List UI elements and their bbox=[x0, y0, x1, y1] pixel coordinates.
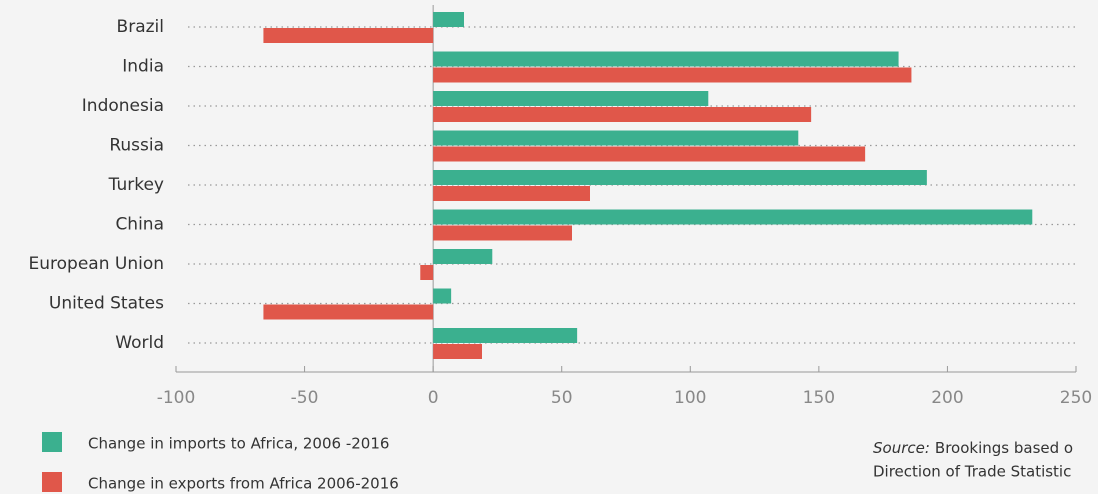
x-tick-label: 150 bbox=[803, 388, 835, 408]
category-label: Turkey bbox=[108, 175, 164, 195]
bar bbox=[433, 288, 452, 304]
bar bbox=[433, 328, 578, 343]
x-tick-label: 200 bbox=[931, 388, 963, 408]
bar bbox=[263, 28, 434, 43]
category-label: Indonesia bbox=[82, 96, 164, 116]
bar bbox=[433, 146, 866, 162]
bar bbox=[433, 12, 464, 27]
legend-label: Change in exports from Africa 2006-2016 bbox=[88, 475, 399, 493]
x-tick-label: 250 bbox=[1060, 388, 1092, 408]
bar bbox=[433, 107, 812, 122]
category-label: European Union bbox=[29, 254, 165, 274]
legend-swatch bbox=[42, 432, 62, 452]
x-tick-label: 50 bbox=[551, 388, 573, 408]
x-tick-label: 0 bbox=[428, 388, 439, 408]
source-label: Source: bbox=[873, 439, 930, 457]
bar bbox=[420, 265, 434, 280]
bar bbox=[433, 51, 899, 67]
category-label: United States bbox=[49, 294, 164, 314]
bar bbox=[433, 91, 709, 106]
source-text: Direction of Trade Statistic bbox=[873, 463, 1071, 481]
bar bbox=[433, 344, 482, 359]
source-text: Brookings based o bbox=[935, 439, 1073, 457]
category-label: India bbox=[122, 57, 164, 77]
bar bbox=[433, 186, 590, 201]
bar bbox=[433, 170, 927, 185]
bar bbox=[263, 304, 434, 320]
x-tick-label: -100 bbox=[157, 388, 196, 408]
category-label: Russia bbox=[109, 136, 164, 156]
bar bbox=[433, 67, 912, 83]
bar bbox=[433, 209, 1033, 225]
category-label: China bbox=[115, 215, 164, 235]
legend-swatch bbox=[42, 472, 62, 492]
source-note: Source: Brookings based o bbox=[873, 439, 1073, 457]
category-label: World bbox=[115, 333, 164, 353]
bar bbox=[433, 130, 799, 146]
bar bbox=[433, 249, 493, 264]
category-label: Brazil bbox=[117, 17, 164, 37]
x-tick-label: 100 bbox=[674, 388, 706, 408]
legend-label: Change in imports to Africa, 2006 -2016 bbox=[88, 435, 389, 453]
bar bbox=[433, 225, 572, 241]
x-tick-label: -50 bbox=[291, 388, 319, 408]
